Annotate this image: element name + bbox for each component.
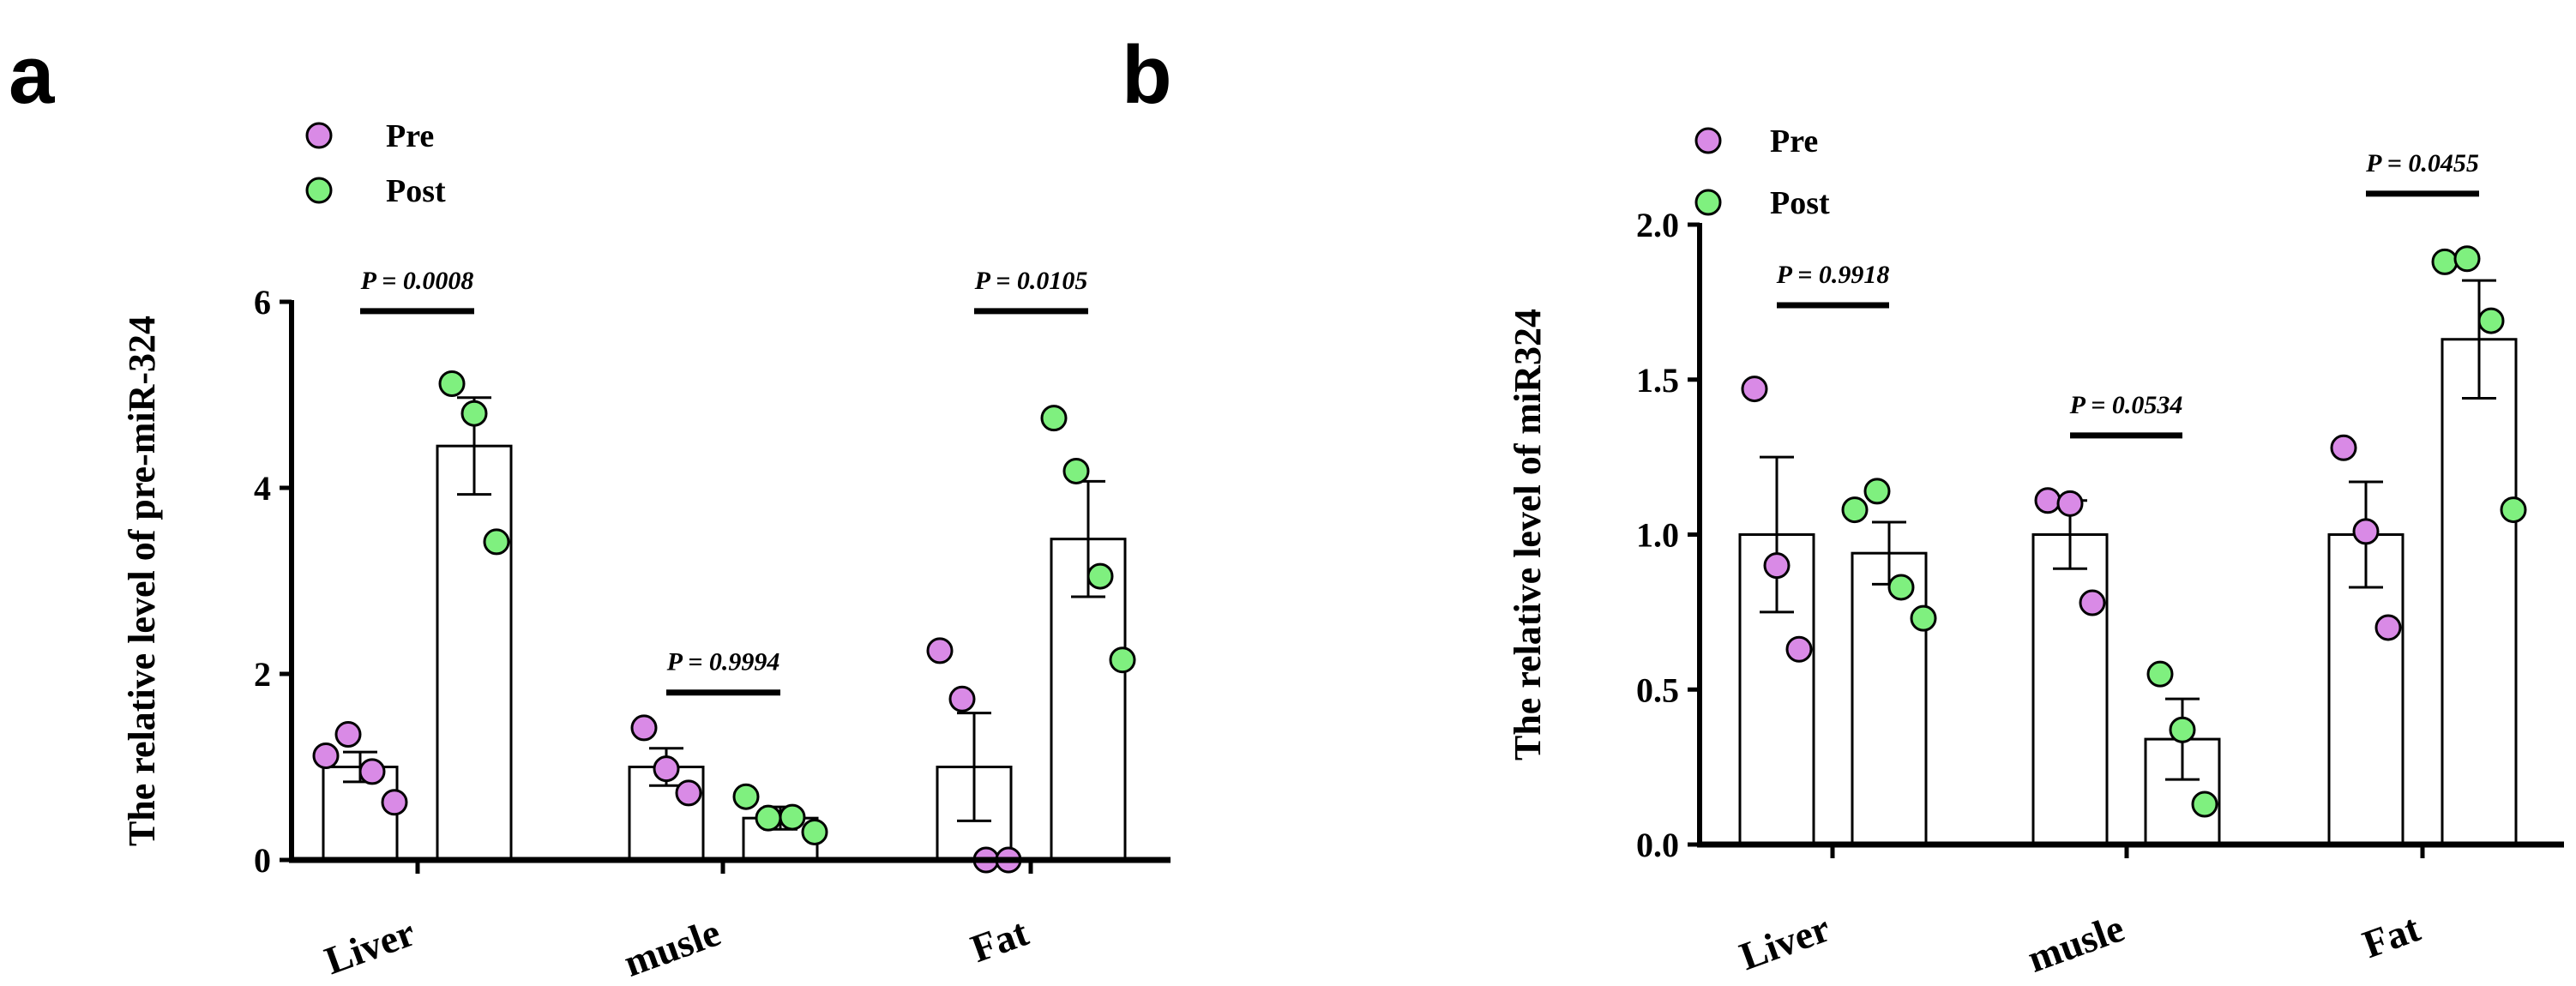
- data-point-post-fat: [1086, 562, 1114, 590]
- data-point-post-liver: [1887, 574, 1915, 601]
- data-point-post-musle: [732, 783, 760, 810]
- data-point-post-fat: [2431, 248, 2459, 275]
- data-point-post-musle: [2169, 716, 2196, 743]
- legend-marker-post: [305, 177, 333, 204]
- y-tick-label: 6: [254, 283, 271, 322]
- y-axis-title: The relative level of miR324: [1507, 309, 1549, 761]
- data-point-post-fat: [1109, 646, 1136, 674]
- y-tick-label: 1.5: [1636, 361, 1679, 400]
- data-point-post-fat: [1040, 405, 1068, 432]
- legend-label-pre: Pre: [386, 118, 434, 154]
- y-tick-label: 4: [254, 469, 271, 508]
- panel-label-a: a: [9, 29, 55, 121]
- y-tick-label: 0.5: [1636, 670, 1679, 709]
- chart-panel-b: Pre Post The relative level of miR324 0.0 0.…: [1507, 123, 2564, 981]
- data-point-post-liver: [1841, 496, 1869, 524]
- data-point-post-musle: [779, 803, 806, 831]
- legend-marker-pre: [1694, 127, 1722, 154]
- legend-label-pre: Pre: [1770, 123, 1818, 159]
- data-point-pre-fat: [2352, 518, 2380, 545]
- data-point-pre-fat: [2374, 614, 2402, 641]
- y-axis-title: The relative level of pre-miR-324: [121, 316, 163, 846]
- x-tick-label-musle: musle: [618, 910, 726, 984]
- chart-panel-a: Pre Post The relative level of pre-miR-324…: [121, 118, 1171, 985]
- bar-post-fat: [2441, 338, 2518, 846]
- data-point-post-fat: [2477, 307, 2505, 334]
- data-point-post-musle: [801, 818, 828, 845]
- x-tick-label-musle: musle: [2022, 905, 2130, 980]
- legend-marker-pre: [305, 122, 333, 149]
- data-point-pre-musle: [675, 779, 702, 807]
- data-point-post-liver: [438, 370, 466, 397]
- data-point-pre-liver: [1785, 635, 1813, 663]
- data-point-pre-musle: [2034, 487, 2061, 514]
- legend-label-post: Post: [1770, 185, 1830, 221]
- bar-post-liver: [1851, 551, 1928, 846]
- data-point-pre-fat: [2330, 434, 2357, 461]
- p-value-liver: P = 0.9918: [1776, 261, 1890, 289]
- x-tick-label-fat: Fat: [966, 910, 1034, 971]
- data-point-pre-liver: [334, 721, 362, 749]
- data-point-pre-musle: [2079, 589, 2106, 616]
- data-point-post-fat: [2500, 496, 2527, 524]
- bar-post-liver: [436, 444, 513, 862]
- bar-pre-musle: [2031, 533, 2109, 846]
- data-point-pre-liver: [312, 742, 340, 769]
- y-tick-label: 0: [254, 841, 271, 880]
- data-point-post-fat: [2453, 245, 2481, 273]
- x-tick-label-liver: Liver: [1734, 905, 1835, 978]
- y-tick-label: 2.0: [1636, 206, 1679, 244]
- data-point-pre-liver: [381, 789, 408, 816]
- panel-label-b: b: [1122, 29, 1172, 121]
- data-point-pre-liver: [1741, 376, 1768, 403]
- data-point-post-musle: [2191, 791, 2218, 818]
- data-point-pre-musle: [2056, 490, 2084, 517]
- y-tick-label: 0.0: [1636, 826, 1679, 864]
- p-value-fat: P = 0.0455: [2365, 149, 2479, 177]
- data-point-pre-fat: [948, 685, 976, 712]
- p-value-liver: P = 0.0008: [360, 267, 474, 295]
- data-point-post-liver: [460, 400, 488, 427]
- legend-marker-post: [1694, 189, 1722, 216]
- y-tick-label: 2: [254, 655, 271, 694]
- data-point-post-musle: [755, 804, 782, 832]
- data-point-post-fat: [1062, 457, 1090, 484]
- data-point-post-liver: [483, 528, 510, 556]
- data-point-pre-musle: [630, 714, 658, 742]
- y-tick-label: 1.0: [1636, 516, 1679, 555]
- x-tick-label-liver: Liver: [319, 910, 420, 983]
- data-point-post-liver: [1910, 604, 1937, 632]
- p-value-musle: P = 0.9994: [666, 648, 780, 676]
- data-point-post-musle: [2146, 660, 2174, 688]
- data-point-post-liver: [1863, 478, 1891, 505]
- data-point-pre-liver: [1763, 552, 1791, 580]
- data-point-pre-fat: [926, 637, 954, 664]
- legend-label-post: Post: [386, 173, 446, 209]
- p-value-fat: P = 0.0105: [974, 267, 1088, 295]
- data-point-pre-musle: [653, 755, 680, 783]
- x-tick-label-fat: Fat: [2357, 905, 2426, 966]
- data-point-pre-liver: [358, 758, 386, 785]
- p-value-musle: P = 0.0534: [2069, 391, 2183, 419]
